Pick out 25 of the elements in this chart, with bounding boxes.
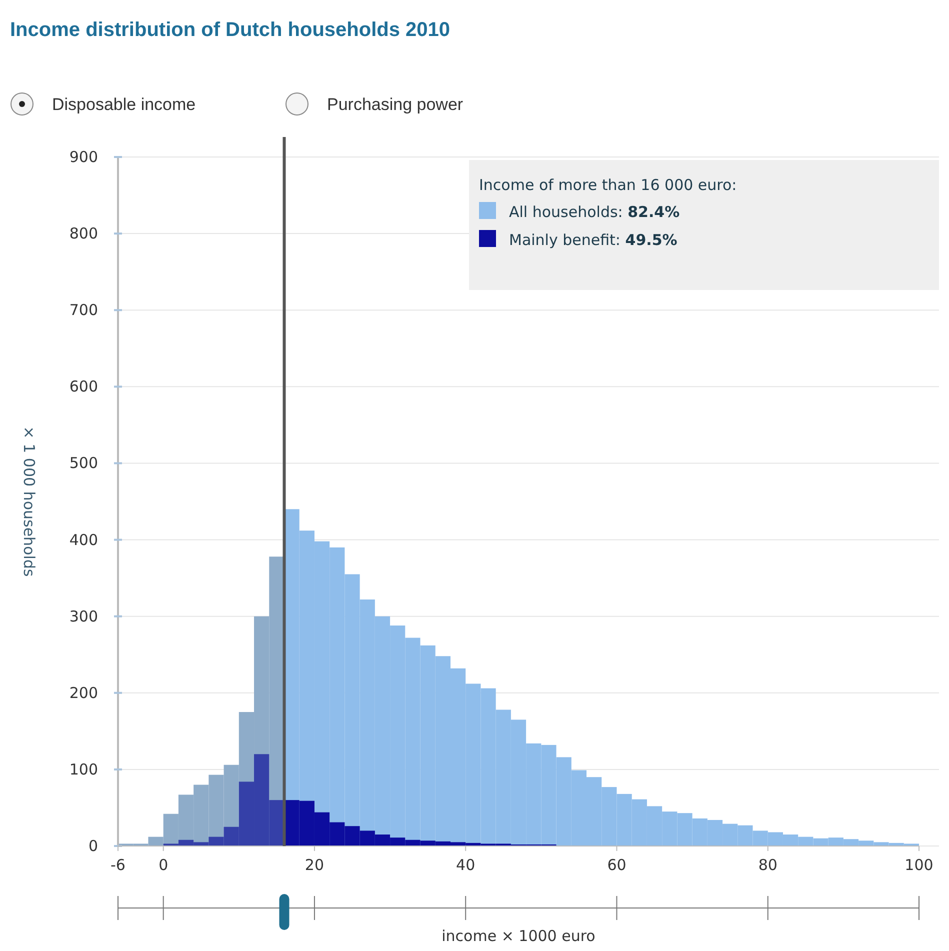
y-axis-title: × 1 000 households: [20, 426, 38, 577]
x-tick-label: 100: [904, 856, 934, 874]
y-tick-label: 500: [69, 454, 98, 472]
x-tick-label: 0: [158, 856, 168, 874]
x-tick-label: 80: [758, 856, 778, 874]
chart-title: Income distribution of Dutch households 2010: [10, 19, 450, 41]
y-tick-label: 200: [69, 684, 98, 702]
y-tick-label: 900: [69, 148, 98, 166]
y-tick-label: 400: [69, 530, 98, 549]
y-tick-label: 800: [69, 224, 98, 243]
legend-label: All households: 82.4%: [509, 203, 680, 221]
legend-title: Income of more than 16 000 euro:: [479, 176, 737, 194]
text: Purchasing power: [327, 95, 464, 114]
text: Disposable income: [52, 95, 196, 114]
x-tick-label: 40: [456, 856, 476, 874]
x-tick-label: 60: [607, 856, 626, 874]
y-tick-label: 300: [69, 607, 98, 626]
x-tick-label: 20: [304, 856, 324, 874]
x-axis-title: income × 1000 euro: [442, 927, 596, 945]
y-tick-label: 700: [69, 301, 98, 320]
y-tick-label: 100: [69, 760, 98, 778]
x-tick-label: -6: [110, 856, 126, 874]
y-tick-label: 600: [69, 378, 98, 396]
y-tick-label: 0: [88, 837, 98, 855]
legend-label: Mainly benefit: 49.5%: [509, 231, 678, 249]
